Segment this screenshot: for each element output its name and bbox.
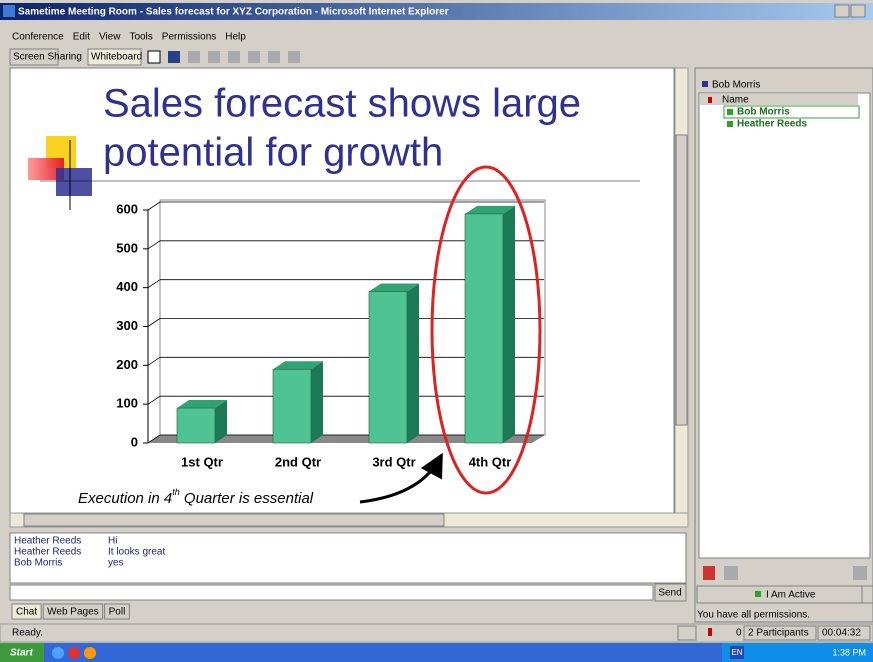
y-tick-label: 400 [116, 279, 138, 294]
maximize-button[interactable] [851, 5, 865, 17]
status-icon [727, 109, 733, 115]
annotation: Execution in 4th Quarter is essential [78, 487, 314, 507]
bar-side [407, 284, 419, 443]
chat-sender: Bob Morris [14, 558, 62, 569]
tab-label: Chat [16, 607, 37, 618]
participant-list [699, 93, 870, 558]
x-tick-label: 3rd Qtr [372, 454, 415, 469]
language: EN [731, 648, 742, 657]
chat-text: yes [108, 558, 124, 569]
status-icon [727, 121, 733, 127]
tab-label: Poll [109, 607, 126, 618]
tool-icon[interactable] [248, 51, 260, 63]
bar-side [311, 361, 323, 443]
status-icon [755, 591, 761, 597]
participant-name: Heather Reeds [737, 119, 807, 130]
send-label: Send [658, 588, 681, 599]
hand-icon [708, 628, 712, 636]
window-title: Sametime Meeting Room - Sales forecast f… [18, 7, 449, 18]
tool-icon[interactable] [148, 51, 160, 63]
hand-button[interactable] [703, 566, 715, 580]
quick-launch[interactable] [52, 647, 64, 659]
tab-label: Whiteboard [91, 52, 142, 63]
menu-item[interactable]: Conference [12, 32, 64, 43]
scroll-thumb[interactable] [676, 135, 687, 425]
tool-icon[interactable] [208, 51, 220, 63]
x-tick-label: 4th Qtr [469, 454, 512, 469]
slide-title: potential for growth [103, 131, 443, 175]
start-label: Start [10, 648, 33, 659]
chat-input[interactable] [10, 585, 653, 600]
slide-title: Sales forecast shows large [103, 82, 581, 126]
panel-header: Bob Morris [712, 80, 760, 91]
tool-icon[interactable] [168, 51, 180, 63]
user-icon [702, 81, 708, 87]
permissions: You have all permissions. [697, 610, 810, 621]
menu-item[interactable]: Tools [129, 32, 152, 43]
tool-icon[interactable] [288, 51, 300, 63]
tool-icon[interactable] [268, 51, 280, 63]
status-bar [0, 624, 873, 642]
bar [177, 408, 215, 443]
bar [369, 292, 407, 443]
annotation-part: Quarter is essential [180, 490, 314, 507]
screen: Sametime Meeting Room - Sales forecast f… [0, 0, 873, 662]
chat-tabs: Chat Web Pages Poll [12, 604, 129, 619]
hand-icon [708, 97, 712, 103]
participant-count: 2 Participants [748, 628, 809, 639]
quick-launch[interactable] [68, 647, 80, 659]
status-label: I Am Active [766, 590, 816, 601]
quick-launch[interactable] [84, 647, 96, 659]
tab-label: Screen Sharing [13, 52, 82, 63]
bar [465, 214, 503, 443]
participant-name: Bob Morris [737, 107, 790, 118]
chart: 0 100 200 300 400 500 600 1st Qtr 2nd Qtr 3rd Qtr… [116, 200, 545, 469]
menu-item[interactable]: Edit [73, 32, 90, 43]
y-tick-label: 100 [116, 396, 138, 411]
bar-side [503, 206, 515, 443]
dropdown-arrow[interactable] [862, 586, 873, 603]
x-tick-label: 2nd Qtr [275, 454, 321, 469]
scroll-thumb[interactable] [24, 514, 444, 526]
chat-text: Hi [108, 536, 117, 547]
chat-sender: Heather Reeds [14, 536, 81, 547]
x-tick-label: 1st Qtr [181, 454, 223, 469]
app-icon [3, 5, 15, 17]
y-tick-label: 300 [116, 318, 138, 333]
status-text: Ready. [12, 628, 43, 639]
tool-icon[interactable] [228, 51, 240, 63]
y-tick-label: 600 [116, 201, 138, 216]
page: Sametime Meeting Room - Sales forecast f… [0, 0, 873, 662]
menu-bar: Conference Edit View Tools Permissions Help [12, 32, 246, 43]
chat-text: It looks great [108, 547, 165, 558]
icon-button[interactable] [853, 566, 867, 580]
column-header: Name [722, 95, 749, 106]
annotation-part: Execution in 4 [78, 490, 172, 507]
meeting-time: 00:04:32 [822, 628, 861, 639]
menu-item[interactable]: Permissions [162, 32, 216, 43]
y-tick-label: 200 [116, 357, 138, 372]
hand-count: 0 [736, 628, 742, 639]
y-tick-label: 0 [131, 434, 138, 449]
minimize-button[interactable] [835, 5, 849, 17]
menu-item[interactable]: Help [225, 32, 246, 43]
tool-icon[interactable] [188, 51, 200, 63]
icon-button[interactable] [724, 566, 738, 580]
bar [273, 369, 311, 443]
chat-sender: Heather Reeds [14, 547, 81, 558]
tab-label: Web Pages [47, 607, 99, 618]
clock: 1:38 PM [832, 647, 866, 657]
deco-square [56, 168, 92, 196]
menu-item[interactable]: View [99, 32, 121, 43]
y-tick-label: 500 [116, 240, 138, 255]
annotation-sup: th [172, 487, 180, 497]
